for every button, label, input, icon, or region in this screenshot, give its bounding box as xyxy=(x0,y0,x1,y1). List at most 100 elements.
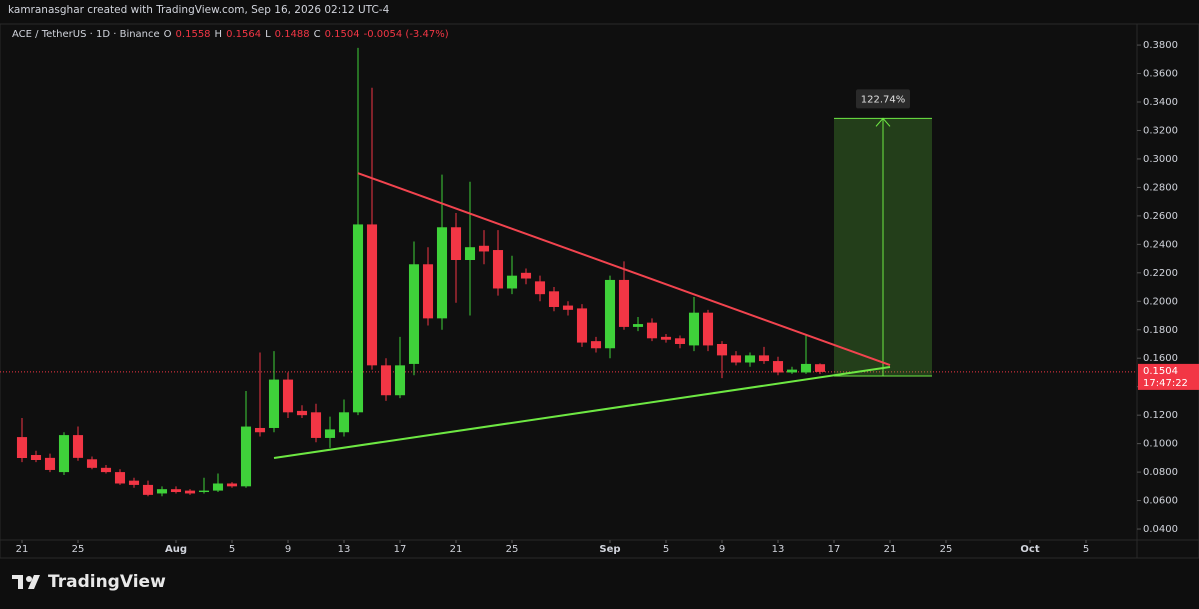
y-tick-label: 0.0800 xyxy=(1143,467,1178,478)
candle-body xyxy=(422,264,434,319)
candle-body xyxy=(576,308,588,343)
candle-body xyxy=(814,364,826,372)
x-tick-label: 13 xyxy=(338,544,351,555)
candle-body xyxy=(268,379,280,428)
candle-body xyxy=(114,472,126,484)
x-tick-label: 25 xyxy=(72,544,85,555)
candle-body xyxy=(142,484,154,495)
y-tick-label: 0.3000 xyxy=(1143,154,1178,165)
candle-body xyxy=(478,245,490,252)
candle-body xyxy=(730,355,742,363)
candle-body xyxy=(520,272,532,279)
legend: ACE / TetherUS · 1D · Binance O 0.1558 H 0.… xyxy=(12,29,449,40)
candle-body xyxy=(800,363,812,373)
logo: TradingView xyxy=(12,572,166,592)
candle-body xyxy=(408,264,420,364)
candle-body xyxy=(72,435,84,458)
trendline xyxy=(273,366,891,459)
chart-panel xyxy=(0,23,1199,559)
x-tick-label: 5 xyxy=(1083,544,1089,555)
price-tag-countdown: 17:47:22 xyxy=(1143,378,1188,389)
candle-body xyxy=(86,459,98,468)
trendline xyxy=(357,172,891,366)
y-tick-label: 0.2800 xyxy=(1143,182,1178,193)
y-tick-label: 0.2200 xyxy=(1143,268,1178,279)
logo-text: TradingView xyxy=(48,572,166,592)
header: kamranasghar created with TradingView.co… xyxy=(8,4,390,16)
candle-body xyxy=(660,336,672,340)
x-tick-label: 9 xyxy=(719,544,725,555)
y-tick-label: 0.1800 xyxy=(1143,325,1178,336)
x-tick-label: 9 xyxy=(285,544,291,555)
logo-mark xyxy=(12,575,40,589)
y-tick-label: 0.3200 xyxy=(1143,125,1178,136)
legend-key: L xyxy=(265,29,271,40)
label-box xyxy=(856,89,910,109)
x-tick-label: 13 xyxy=(772,544,785,555)
position-label: 122.74% xyxy=(861,94,906,105)
price-tag-value: 0.1504 xyxy=(1143,366,1178,377)
legend-change: -0.0054 (-3.47%) xyxy=(363,29,449,40)
x-tick-label: 5 xyxy=(229,544,235,555)
candle-body xyxy=(436,227,448,319)
candle-body xyxy=(632,324,644,327)
legend-value: 0.1488 xyxy=(274,29,310,40)
candle-body xyxy=(240,426,252,487)
y-tick-label: 0.1000 xyxy=(1143,439,1178,450)
candle-body xyxy=(618,279,630,327)
y-tick-label: 0.1200 xyxy=(1143,410,1178,421)
x-tick-label: 25 xyxy=(506,544,519,555)
x-tick-label: Sep xyxy=(599,544,620,555)
y-tick-label: 0.3800 xyxy=(1143,40,1178,51)
legend-value: 0.1564 xyxy=(226,29,262,40)
candle-body xyxy=(464,247,476,261)
candle-body xyxy=(16,437,28,459)
symbol-title: ACE / TetherUS · 1D · Binance xyxy=(12,29,160,40)
y-tick-label: 0.0400 xyxy=(1143,524,1178,535)
legend-value: 0.1558 xyxy=(175,29,211,40)
candle-body xyxy=(394,365,406,396)
candle-body xyxy=(324,429,336,438)
candle-body xyxy=(688,312,700,346)
candle-body xyxy=(646,322,658,339)
candle-body xyxy=(170,489,182,493)
candle-body xyxy=(674,338,686,344)
candle-body xyxy=(562,305,574,310)
candle-body xyxy=(100,467,112,473)
candle-body xyxy=(30,455,42,461)
x-tick-label: 21 xyxy=(16,544,29,555)
candle-body xyxy=(548,291,560,307)
candle-body xyxy=(786,369,798,373)
candle-body xyxy=(128,480,140,485)
x-tick-label: 21 xyxy=(884,544,897,555)
candle-body xyxy=(772,361,784,373)
y-tick-label: 0.2000 xyxy=(1143,296,1178,307)
candle-body xyxy=(534,281,546,295)
candle-body xyxy=(338,412,350,433)
y-tick-label: 0.3400 xyxy=(1143,97,1178,108)
candle-body xyxy=(702,312,714,346)
candle-body xyxy=(758,355,770,362)
y-tick-label: 0.0600 xyxy=(1143,496,1178,507)
y-tick-label: 0.2600 xyxy=(1143,211,1178,222)
legend-key: H xyxy=(214,29,223,40)
x-tick-label: 5 xyxy=(663,544,669,555)
candle-body xyxy=(212,483,224,491)
x-tick-label: 17 xyxy=(394,544,407,555)
price-tag xyxy=(1138,363,1199,390)
x-tick-label: Oct xyxy=(1020,544,1039,555)
legend-key: O xyxy=(163,29,172,40)
candle-body xyxy=(184,490,196,494)
candle-body xyxy=(296,410,308,416)
candle-body xyxy=(310,412,322,438)
candle-body xyxy=(744,355,756,363)
candle-body xyxy=(44,457,56,470)
x-tick-label: 21 xyxy=(450,544,463,555)
candle-body xyxy=(716,343,728,356)
y-tick-label: 0.2400 xyxy=(1143,239,1178,250)
candle-body xyxy=(506,275,518,289)
x-tick-label: Aug xyxy=(165,544,187,555)
plot-area: 122.74% xyxy=(0,47,1137,497)
